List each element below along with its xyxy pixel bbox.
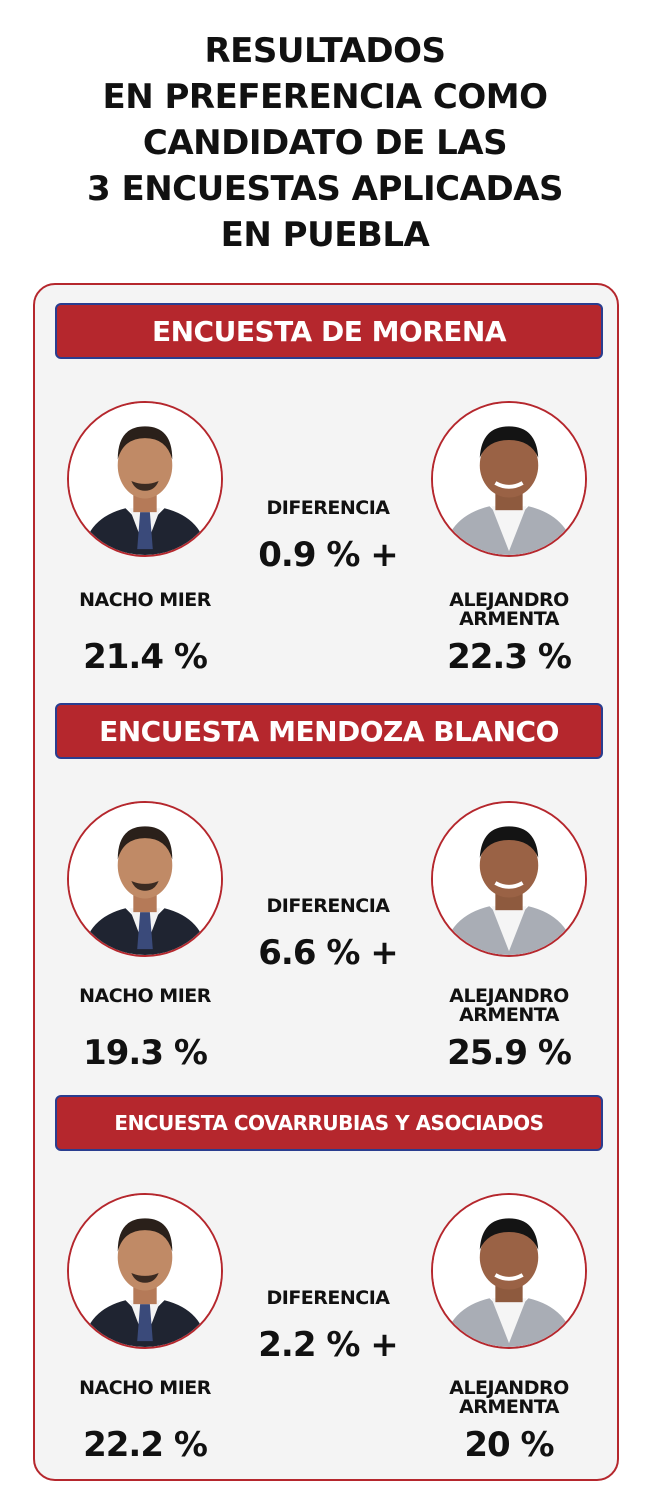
percentage-right: 20 % <box>464 1425 554 1465</box>
candidate-photo-nacho-mier <box>67 401 223 557</box>
title-line: EN PREFERENCIA COMO <box>102 77 548 117</box>
name-line: ARMENTA <box>459 1396 559 1418</box>
survey-banner: ENCUESTA MENDOZA BLANCO <box>55 703 603 759</box>
candidate-name-left: NACHO MIER <box>79 1377 211 1399</box>
candidate-name-right: ALEJANDRO ARMENTA <box>409 591 609 629</box>
candidate-photo-alejandro-armenta <box>431 1193 587 1349</box>
name-line: ARMENTA <box>459 1004 559 1026</box>
person-portrait-icon <box>69 403 221 555</box>
page-title: RESULTADOS EN PREFERENCIA COMO CANDIDATO… <box>0 28 650 258</box>
title-line: EN PUEBLA <box>220 215 430 255</box>
survey-section-covarrubias: ENCUESTA COVARRUBIAS Y ASOCIADOS <box>35 1085 621 1475</box>
candidate-name-right: ALEJANDRO ARMENTA <box>409 1379 609 1417</box>
difference-label: DIFERENCIA <box>266 1287 390 1309</box>
person-portrait-icon <box>433 1195 585 1347</box>
name-line: ALEJANDRO <box>449 589 569 611</box>
title-line: 3 ENCUESTAS APLICADAS <box>87 169 563 209</box>
difference-value: 2.2 % + <box>258 1325 398 1365</box>
candidate-photo-alejandro-armenta <box>431 801 587 957</box>
candidate-name-left: NACHO MIER <box>79 985 211 1007</box>
difference-value: 6.6 % + <box>258 933 398 973</box>
person-portrait-icon <box>69 1195 221 1347</box>
survey-banner: ENCUESTA COVARRUBIAS Y ASOCIADOS <box>55 1095 603 1151</box>
title-line: RESULTADOS <box>204 31 446 71</box>
candidate-photo-nacho-mier <box>67 801 223 957</box>
candidate-name-left: NACHO MIER <box>79 589 211 611</box>
percentage-left: 21.4 % <box>83 637 208 677</box>
candidate-name-right: ALEJANDRO ARMENTA <box>409 987 609 1025</box>
name-line: ALEJANDRO <box>449 985 569 1007</box>
candidate-photo-alejandro-armenta <box>431 401 587 557</box>
difference-value: 0.9 % + <box>258 535 398 575</box>
name-line: ARMENTA <box>459 608 559 630</box>
percentage-left: 19.3 % <box>83 1033 208 1073</box>
difference-label: DIFERENCIA <box>266 497 390 519</box>
candidate-photo-nacho-mier <box>67 1193 223 1349</box>
percentage-right: 22.3 % <box>447 637 572 677</box>
person-portrait-icon <box>69 803 221 955</box>
difference-label: DIFERENCIA <box>266 895 390 917</box>
title-line: CANDIDATO DE LAS <box>142 123 508 163</box>
percentage-left: 22.2 % <box>83 1425 208 1465</box>
results-panel: ENCUESTA DE MORENA <box>33 283 619 1481</box>
name-line: ALEJANDRO <box>449 1377 569 1399</box>
percentage-right: 25.9 % <box>447 1033 572 1073</box>
survey-section-mendoza-blanco: ENCUESTA MENDOZA BLANCO <box>35 693 621 1083</box>
survey-section-morena: ENCUESTA DE MORENA <box>35 285 621 677</box>
person-portrait-icon <box>433 803 585 955</box>
survey-banner: ENCUESTA DE MORENA <box>55 303 603 359</box>
person-portrait-icon <box>433 403 585 555</box>
